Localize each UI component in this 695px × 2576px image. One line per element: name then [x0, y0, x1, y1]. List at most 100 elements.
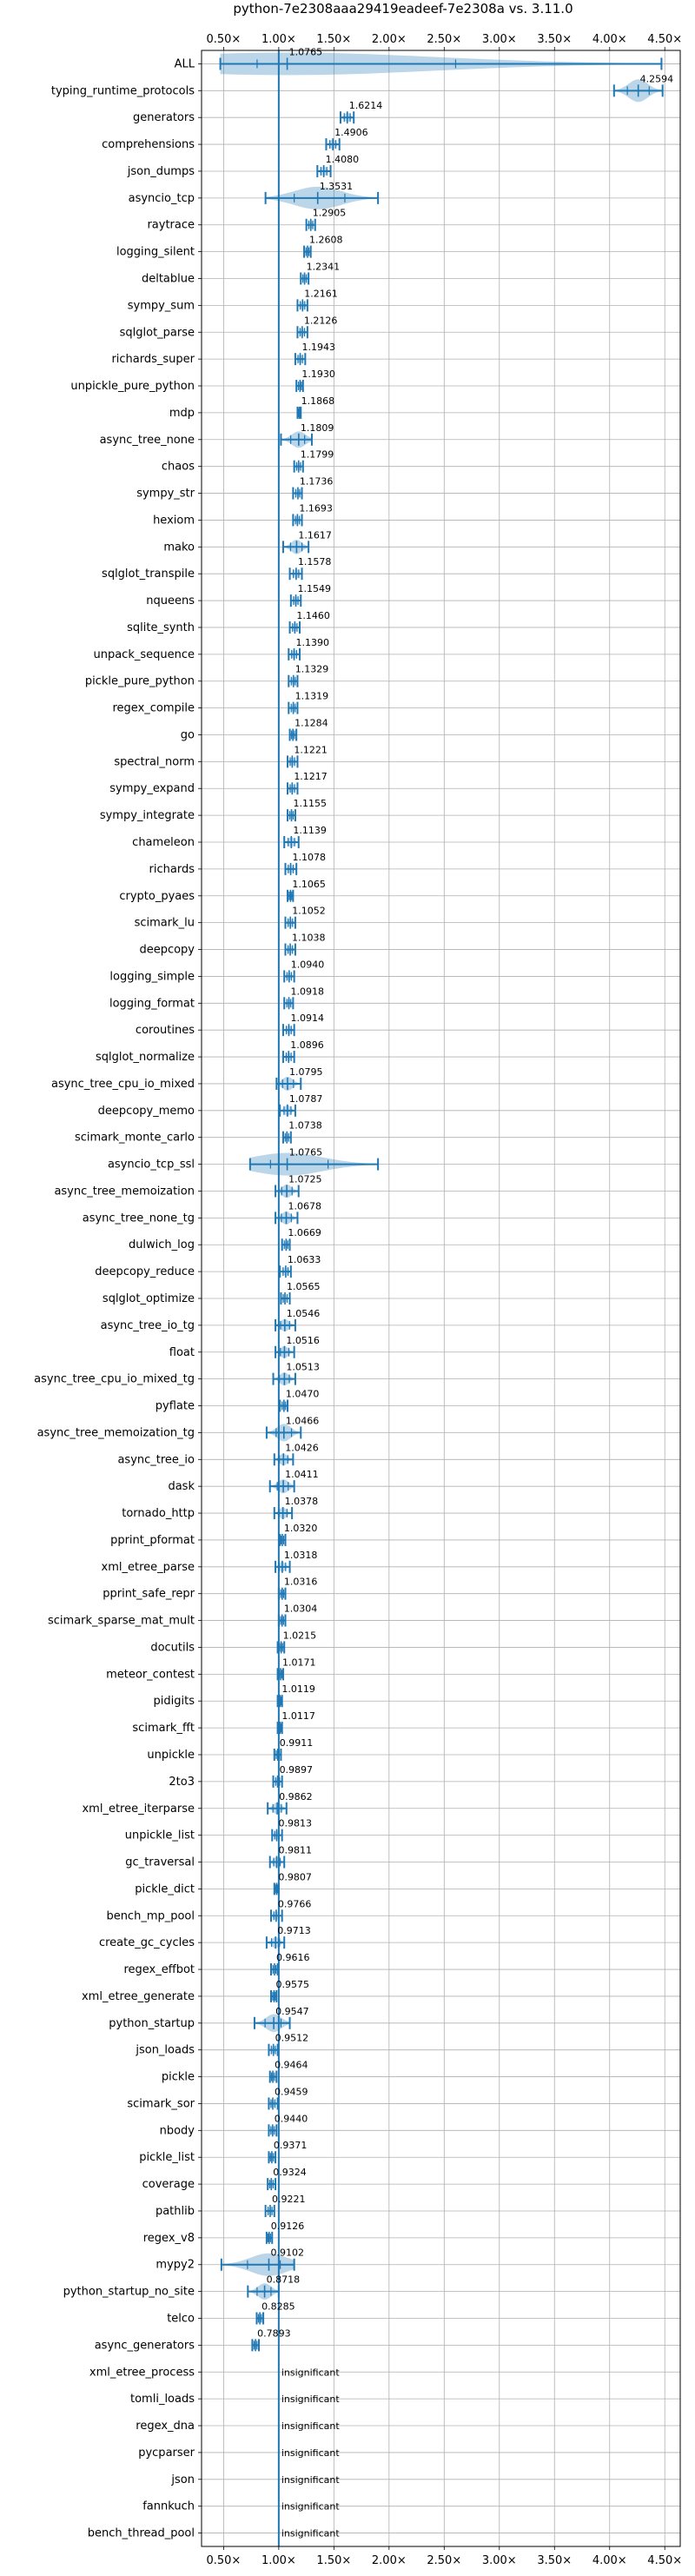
- y-tick-label: async_tree_memoization_tg: [37, 1426, 195, 1439]
- value-label: insignificant: [281, 2393, 341, 2405]
- x-tick-label-bottom: 3.50×: [537, 2554, 572, 2567]
- y-tick-label: xml_etree_iterparse: [82, 1803, 195, 1816]
- y-tick-label: go: [181, 728, 195, 741]
- benchmark-row: sqlite_synth 1.1460: [127, 610, 330, 634]
- benchmark-row: sqlglot_parse 1.2126: [120, 315, 338, 339]
- benchmark-row: async_tree_none 1.1809: [100, 422, 334, 448]
- x-tick-label-top: 3.50×: [537, 33, 572, 46]
- benchmark-row: asyncio_tcp 1.3531: [129, 181, 380, 209]
- y-tick-label: telco: [167, 2313, 195, 2326]
- value-label: 0.9911: [280, 1737, 314, 1749]
- y-tick-label: regex_compile: [112, 702, 195, 715]
- y-tick-label: async_generators: [95, 2339, 195, 2352]
- value-label: 0.7893: [257, 2327, 291, 2339]
- y-tick-label: regex_v8: [143, 2232, 195, 2245]
- benchmark-row: mypy2 0.9102: [156, 2247, 304, 2276]
- value-label: 1.0669: [288, 1227, 321, 1238]
- y-tick-label: chaos: [162, 461, 195, 474]
- benchmark-row: bench_mp_pool 0.9766: [106, 1898, 311, 1922]
- value-label: 1.1038: [292, 933, 326, 944]
- y-tick-label: scimark_lu: [135, 917, 195, 930]
- benchmark-row: unpack_sequence 1.1390: [93, 637, 329, 661]
- y-tick-label: generators: [133, 111, 195, 124]
- y-tick-label: python_startup_no_site: [63, 2286, 195, 2299]
- x-tick-label-top: 0.50×: [206, 33, 241, 46]
- y-tick-label: pathlib: [156, 2205, 195, 2218]
- value-label: 1.2341: [307, 261, 341, 272]
- x-tick-label-top: 4.00×: [592, 33, 627, 46]
- value-label: 1.0787: [289, 1093, 323, 1105]
- value-label: 1.0215: [283, 1630, 317, 1641]
- benchmark-row: logging_simple 1.0940: [109, 959, 324, 983]
- benchmark-row: create_gc_cycles 0.9713: [99, 1925, 311, 1949]
- y-tick-label: meteor_contest: [106, 1668, 195, 1681]
- benchmark-row: gc_traversal 0.9811: [125, 1845, 312, 1869]
- value-label: 1.0633: [288, 1254, 321, 1265]
- y-tick-label: pycparser: [138, 2447, 195, 2460]
- y-tick-label: scimark_fft: [132, 1722, 195, 1735]
- y-tick-label: dulwich_log: [129, 1238, 195, 1251]
- x-tick-label-bottom: 4.00×: [592, 2554, 627, 2567]
- value-label: 1.0516: [286, 1335, 320, 1346]
- benchmark-row: 2to3 0.9897: [169, 1764, 313, 1789]
- benchmark-row: sqlglot_transpile 1.1578: [102, 556, 331, 581]
- value-label: 0.9440: [275, 2113, 308, 2124]
- y-tick-label: xml_etree_parse: [102, 1561, 195, 1574]
- value-label: 0.9811: [278, 1845, 312, 1856]
- benchmark-row: pidigits 1.0119: [154, 1683, 315, 1708]
- y-tick-label: sqlglot_transpile: [102, 568, 195, 581]
- y-tick-label: gc_traversal: [125, 1856, 195, 1869]
- value-label: 1.1390: [296, 637, 330, 648]
- value-label: 1.1221: [294, 744, 328, 755]
- y-tick-label: unpickle_pure_python: [70, 380, 195, 393]
- benchmark-row: ALL 1.0765: [175, 46, 663, 76]
- benchmark-row: unpickle_pure_python 1.1930: [70, 368, 335, 393]
- x-tick-label-top: 1.00×: [261, 33, 296, 46]
- y-tick-label: sqlite_synth: [127, 621, 195, 634]
- y-tick-label: pickle_dict: [135, 1882, 195, 1895]
- value-label: 4.2594: [640, 73, 674, 84]
- value-label: 1.2126: [304, 315, 338, 326]
- benchmark-row: async_tree_cpu_io_mixed_tg 1.0513: [34, 1362, 320, 1386]
- benchmark-row: json_loads 0.9512: [135, 2033, 308, 2057]
- benchmark-row: scimark_sparse_mat_mult 1.0304: [48, 1603, 317, 1628]
- y-tick-label: tomli_loads: [130, 2393, 195, 2406]
- benchmark-row: chameleon 1.1139: [132, 825, 327, 849]
- y-tick-label: crypto_pyaes: [119, 890, 195, 903]
- benchmark-row: scimark_fft 1.0117: [132, 1710, 314, 1735]
- value-label: 1.1617: [298, 529, 332, 541]
- value-label: 0.9807: [278, 1871, 312, 1882]
- y-tick-label: regex_effbot: [123, 1963, 195, 1976]
- y-tick-label: comprehensions: [102, 138, 195, 151]
- benchmark-row: python_startup 0.9547: [109, 2006, 309, 2033]
- value-label: 1.0466: [286, 1415, 320, 1426]
- value-label: 1.0795: [289, 1066, 323, 1078]
- value-label: 1.0378: [285, 1496, 319, 1507]
- benchmark-row: regex_v8 0.9126: [143, 2221, 305, 2245]
- y-tick-label: bench_mp_pool: [106, 1909, 195, 1922]
- value-label: 1.0318: [284, 1550, 318, 1561]
- value-label: 1.0411: [285, 1469, 319, 1480]
- value-label: 1.0117: [281, 1710, 315, 1722]
- benchmark-row: pprint_pformat 1.0320: [110, 1523, 317, 1547]
- value-label: 1.0765: [289, 46, 323, 57]
- value-label: 1.0565: [287, 1281, 321, 1292]
- y-tick-label: 2to3: [169, 1776, 195, 1789]
- benchmark-row: sympy_expand 1.1217: [109, 771, 328, 795]
- x-tick-label-bottom: 0.50×: [206, 2554, 241, 2567]
- value-label: 1.0738: [288, 1120, 322, 1132]
- benchmark-row: pyflate 1.0470: [156, 1389, 320, 1413]
- value-label: 0.9221: [272, 2194, 306, 2205]
- x-tick-label-top: 4.50×: [647, 33, 682, 46]
- value-label: 1.0546: [287, 1308, 321, 1319]
- y-tick-label: scimark_monte_carlo: [75, 1132, 195, 1145]
- value-label: 0.8718: [267, 2274, 301, 2286]
- y-tick-label: unpickle_list: [125, 1829, 195, 1842]
- value-label: 0.9512: [275, 2033, 309, 2044]
- benchmark-row: coverage 0.9324: [142, 2167, 307, 2191]
- y-tick-label: scimark_sor: [127, 2097, 195, 2110]
- value-label: 1.6214: [349, 100, 383, 111]
- benchmark-row: regex_compile 1.1319: [112, 691, 328, 715]
